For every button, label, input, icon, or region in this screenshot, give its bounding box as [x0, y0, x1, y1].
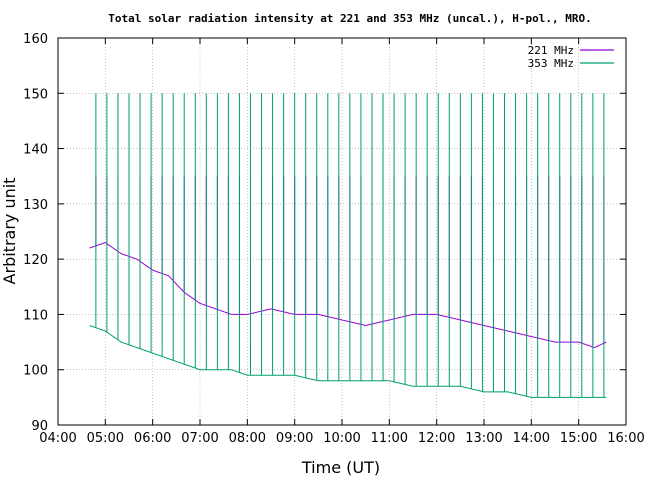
y-tick-label: 140: [23, 143, 48, 158]
y-tick-label: 120: [23, 253, 48, 268]
x-tick-label: 09:00: [276, 431, 313, 446]
x-tick-label: 10:00: [323, 431, 360, 446]
grid: [57, 37, 627, 426]
x-tick-label: 14:00: [513, 431, 550, 446]
x-axis-label: Time (UT): [301, 458, 380, 477]
y-tick-label: 160: [23, 32, 48, 47]
y-tick-label: 150: [23, 87, 48, 102]
x-tick-label: 16:00: [607, 431, 644, 446]
y-tick-label: 130: [23, 198, 48, 213]
x-tick-label: 06:00: [134, 431, 171, 446]
x-tick-label: 11:00: [371, 431, 408, 446]
x-tick-label: 08:00: [229, 431, 266, 446]
axes: 04:00 05:00 06:00 07:00 08:00 09:00 10:00 11:00…: [23, 32, 645, 446]
y-tick-label: 100: [23, 364, 48, 379]
y-tick-label: 90: [31, 419, 48, 434]
legend-label: 221 MHz: [528, 44, 574, 57]
legend-label: 353 MHz: [528, 57, 574, 70]
y-tick-label: 110: [23, 308, 48, 323]
y-axis-label: Arbitrary unit: [0, 178, 19, 285]
plot-frame: [57, 37, 627, 426]
x-tick-label: 07:00: [181, 431, 218, 446]
series-line-1: [89, 176, 607, 349]
x-tick-label: 04:00: [39, 431, 76, 446]
x-tick-label: 05:00: [87, 431, 124, 446]
x-tick-label: 15:00: [560, 431, 597, 446]
series-lines: [89, 93, 607, 398]
series-line-2: [89, 93, 607, 398]
chart-title: Total solar radiation intensity at 221 a…: [108, 12, 591, 25]
x-tick-label: 13:00: [465, 431, 502, 446]
x-tick-label: 12:00: [418, 431, 455, 446]
